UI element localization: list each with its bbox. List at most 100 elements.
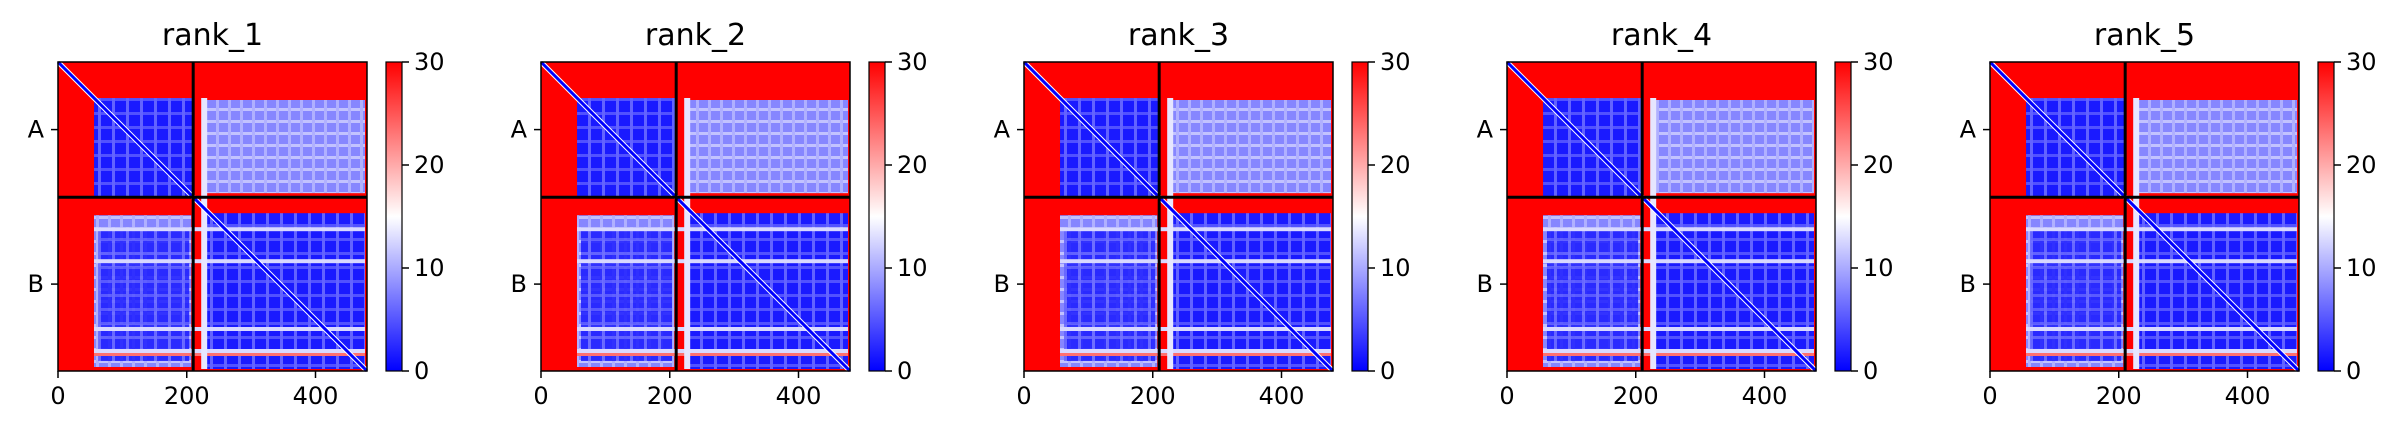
x-tick-label: 200 — [1613, 382, 1659, 410]
heatmap-band — [2026, 259, 2297, 264]
colorbar-tick-label: 20 — [414, 151, 445, 179]
colorbar-tick-label: 20 — [897, 151, 928, 179]
panel-title: rank_3 — [1128, 18, 1229, 53]
heatmap-band — [577, 259, 848, 264]
heatmap-band — [2026, 327, 2297, 331]
heatmap-band — [94, 227, 365, 232]
heatmap-band — [1060, 227, 1331, 232]
colorbar — [1834, 61, 1852, 372]
panel-title: rank_1 — [162, 18, 263, 53]
heatmap-diagonal — [1988, 60, 2301, 373]
heatmap-stripe — [201, 98, 208, 369]
heatmap-stripe — [2133, 98, 2140, 369]
heatmap-band — [577, 353, 848, 356]
x-tick-label: 400 — [2225, 382, 2271, 410]
heatmap-block-ab — [203, 100, 365, 194]
panel-title: rank_5 — [2094, 18, 2195, 53]
colorbar-tick-label: 0 — [414, 357, 429, 385]
colorbar-tick-label: 20 — [1380, 151, 1411, 179]
heatmap-block-ba-core — [2030, 227, 2122, 361]
x-tick-label: 200 — [647, 382, 693, 410]
colorbar-tick-label: 10 — [2346, 254, 2377, 282]
heatmap-panel: rank_4 0 200 400 A B 0 10 20 30 — [1477, 18, 1894, 410]
heatmap-band — [577, 227, 848, 232]
heatmap-stripe — [1650, 98, 1657, 369]
axes-frame — [1023, 61, 1334, 372]
colorbar-tick-label: 0 — [897, 357, 912, 385]
heatmap-band — [577, 349, 848, 353]
heatmap-panel: rank_5 0 200 400 A B 0 10 20 30 — [1960, 18, 2377, 410]
axes-frame — [540, 61, 851, 372]
colorbar-tick-label: 10 — [897, 254, 928, 282]
heatmap-band — [94, 349, 365, 353]
heatmap-diagonal — [1022, 60, 1335, 373]
heatmap-stripe — [684, 98, 691, 369]
heatmap-band — [1060, 353, 1331, 356]
y-tick-label: B — [994, 270, 1010, 298]
colorbar-tick-label: 30 — [1380, 48, 1411, 76]
colorbar-tick-label: 30 — [1863, 48, 1894, 76]
colorbar-tick-label: 10 — [414, 254, 445, 282]
heatmap-band — [1543, 227, 1814, 232]
x-tick-label: 200 — [2096, 382, 2142, 410]
axes-frame — [57, 61, 368, 372]
y-tick-label: A — [511, 116, 528, 144]
heatmap-band — [2026, 353, 2297, 356]
colorbar-tick-label: 20 — [1863, 151, 1894, 179]
heatmap-block-ab — [1652, 100, 1814, 194]
y-tick-label: B — [1960, 270, 1976, 298]
heatmap-diagonal — [56, 60, 369, 373]
heatmap-diagonal — [539, 60, 852, 373]
y-tick-label: A — [994, 116, 1011, 144]
y-tick-label: A — [1960, 116, 1977, 144]
colorbar — [2317, 61, 2335, 372]
heatmap-diagonal — [1505, 60, 1818, 373]
heatmap-band — [2026, 227, 2297, 232]
heatmap-band — [2026, 349, 2297, 353]
heatmap-block-ab — [686, 100, 848, 194]
panel-title: rank_2 — [645, 18, 746, 53]
x-tick-label: 0 — [533, 382, 548, 410]
colorbar-tick-label: 10 — [1380, 254, 1411, 282]
heatmap-band — [94, 259, 365, 264]
heatmap-block-ab — [1169, 100, 1331, 194]
x-tick-label: 200 — [164, 382, 210, 410]
y-tick-label: B — [1477, 270, 1493, 298]
colorbar-tick-label: 30 — [414, 48, 445, 76]
heatmap-panel: rank_2 0 200 400 A B 0 10 20 30 — [511, 18, 928, 410]
panel-title: rank_4 — [1611, 18, 1712, 53]
heatmap-band — [1543, 327, 1814, 331]
colorbar-tick-label: 10 — [1863, 254, 1894, 282]
colorbar-tick-label: 20 — [2346, 151, 2377, 179]
heatmap-band — [1543, 353, 1814, 356]
x-tick-label: 0 — [1499, 382, 1514, 410]
heatmap-block-ba-core — [1547, 227, 1639, 361]
x-tick-label: 400 — [1259, 382, 1305, 410]
axes-frame — [1989, 61, 2300, 372]
heatmap-band — [94, 327, 365, 331]
heatmap-band — [1543, 349, 1814, 353]
colorbar — [1351, 61, 1369, 372]
heatmap-block-ab — [2135, 100, 2297, 194]
heatmap-panel: rank_3 0 200 400 A B 0 10 20 30 — [994, 18, 1411, 410]
heatmap-band — [1543, 259, 1814, 264]
x-tick-label: 400 — [1742, 382, 1788, 410]
x-tick-label: 0 — [1982, 382, 1997, 410]
heatmap-band — [1060, 259, 1331, 264]
heatmap-panel: rank_1 0 200 400 A B 0 10 20 30 — [28, 18, 445, 410]
colorbar-tick-label: 30 — [897, 48, 928, 76]
y-tick-label: B — [511, 270, 527, 298]
colorbar — [385, 61, 403, 372]
x-tick-label: 400 — [293, 382, 339, 410]
axes-frame — [1506, 61, 1817, 372]
heatmap-band — [1060, 349, 1331, 353]
y-tick-label: A — [28, 116, 45, 144]
x-tick-label: 400 — [776, 382, 822, 410]
x-tick-label: 0 — [50, 382, 65, 410]
heatmap-stripe — [1167, 98, 1174, 369]
heatmap-band — [1060, 327, 1331, 331]
heatmap-block-ba-core — [1064, 227, 1156, 361]
x-tick-label: 0 — [1016, 382, 1031, 410]
colorbar-tick-label: 0 — [2346, 357, 2361, 385]
